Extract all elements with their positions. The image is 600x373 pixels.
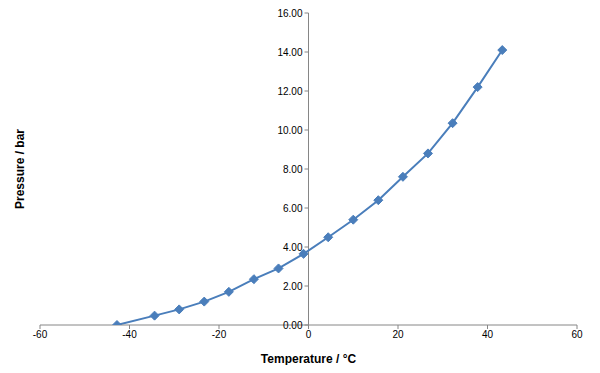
svg-text:10.00: 10.00 (277, 125, 302, 136)
svg-text:40: 40 (482, 329, 494, 340)
svg-text:Pressure / bar: Pressure / bar (13, 129, 27, 209)
svg-text:-60: -60 (33, 329, 48, 340)
svg-text:20: 20 (392, 329, 404, 340)
svg-text:0: 0 (306, 329, 312, 340)
svg-text:14.00: 14.00 (277, 47, 302, 58)
svg-text:-20: -20 (212, 329, 227, 340)
svg-text:12.00: 12.00 (277, 86, 302, 97)
svg-text:6.00: 6.00 (283, 203, 303, 214)
svg-text:4.00: 4.00 (283, 242, 303, 253)
svg-text:-40: -40 (122, 329, 137, 340)
svg-text:Temperature / °C: Temperature / °C (261, 352, 357, 365)
svg-text:0.00: 0.00 (283, 320, 303, 331)
svg-text:16.00: 16.00 (277, 8, 302, 19)
svg-text:8.00: 8.00 (283, 164, 303, 175)
svg-text:2.00: 2.00 (283, 281, 303, 292)
svg-text:60: 60 (571, 329, 583, 340)
